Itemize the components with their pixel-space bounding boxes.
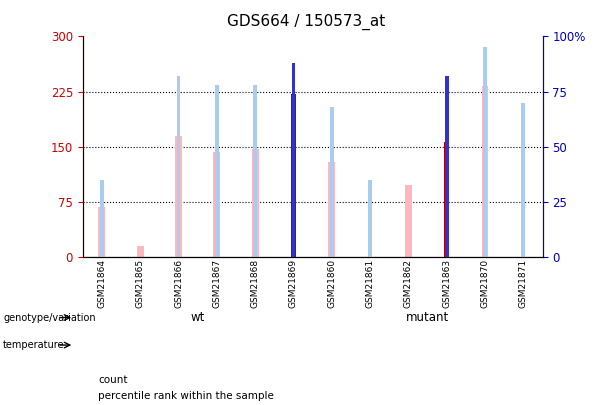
- Bar: [445, 76, 449, 257]
- Bar: [405, 185, 412, 257]
- Bar: [252, 149, 259, 257]
- Text: 25°C: 25°C: [126, 340, 154, 350]
- Bar: [522, 103, 525, 257]
- Text: percentile rank within the sample: percentile rank within the sample: [98, 392, 274, 401]
- Bar: [253, 85, 257, 257]
- Bar: [368, 180, 372, 257]
- Bar: [291, 94, 296, 257]
- Text: 30°C: 30°C: [242, 340, 268, 350]
- Bar: [177, 76, 180, 257]
- Text: GDS664 / 150573_at: GDS664 / 150573_at: [227, 14, 386, 30]
- Bar: [100, 180, 104, 257]
- Bar: [175, 136, 182, 257]
- Bar: [99, 207, 105, 257]
- Bar: [137, 246, 143, 257]
- Bar: [213, 152, 220, 257]
- Bar: [292, 63, 295, 257]
- Text: 25°C: 25°C: [356, 340, 384, 350]
- Bar: [444, 142, 449, 257]
- Text: wt: wt: [191, 311, 205, 324]
- Bar: [329, 162, 335, 257]
- Bar: [215, 85, 219, 257]
- Bar: [482, 86, 489, 257]
- Text: mutant: mutant: [406, 311, 449, 324]
- Text: count: count: [98, 375, 128, 385]
- Text: 30°C: 30°C: [471, 340, 498, 350]
- Text: genotype/variation: genotype/variation: [3, 313, 96, 322]
- Bar: [330, 107, 333, 257]
- Bar: [483, 47, 487, 257]
- Text: temperature: temperature: [3, 340, 64, 350]
